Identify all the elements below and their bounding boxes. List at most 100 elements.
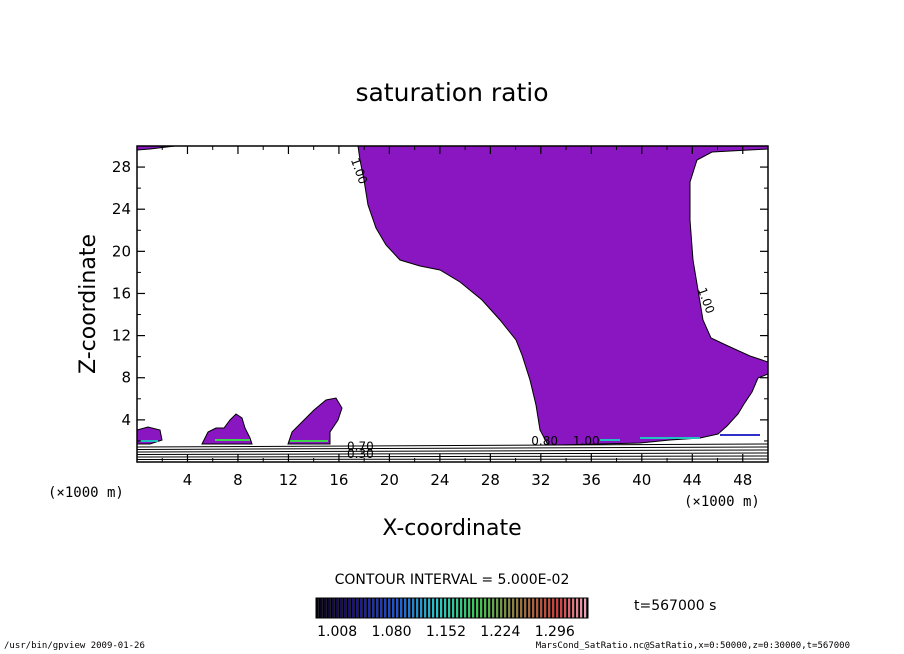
colorbar-swatch-gap	[518, 598, 520, 618]
colorbar-swatch	[408, 598, 411, 618]
colorbar-swatch-gap	[538, 598, 540, 618]
colorbar-swatch	[504, 598, 507, 618]
colorbar-swatch-gap	[414, 598, 416, 618]
colorbar-swatch	[400, 598, 403, 618]
colorbar-swatch-gap	[490, 598, 492, 618]
colorbar-frame	[315, 597, 589, 619]
colorbar-ticks: 1.008 1.080 1.152 1.224 1.296	[317, 624, 575, 640]
colorbar-swatch-gap	[446, 598, 448, 618]
colorbar-swatch-gap	[506, 598, 508, 618]
colorbar-swatch-gap	[458, 598, 460, 618]
x-tick-label: 16	[329, 471, 348, 489]
contour-label: 0.30	[347, 447, 374, 461]
colorbar-swatch	[404, 598, 407, 618]
colorbar-swatch	[492, 598, 495, 618]
colorbar-swatch	[528, 598, 531, 618]
colorbar-swatch	[472, 598, 475, 618]
colorbar-swatch	[336, 598, 339, 618]
colorbar-swatch	[448, 598, 451, 618]
plot-area	[137, 146, 768, 460]
colorbar-swatch-gap	[494, 598, 496, 618]
colorbar-swatch	[576, 598, 579, 618]
x-tick-label: 32	[531, 471, 550, 489]
colorbar-swatch-gap	[394, 598, 396, 618]
colorbar-swatch-gap	[450, 598, 452, 618]
contour-label: 0.70	[347, 439, 374, 453]
colorbar-swatch-gap	[470, 598, 472, 618]
colorbar-swatch	[396, 598, 399, 618]
y-tick-label: 28	[112, 158, 131, 176]
x-axis-label: X-coordinate	[382, 516, 521, 541]
colorbar-swatch-gap	[334, 598, 336, 618]
colorbar-swatch	[552, 598, 555, 618]
colorbar-swatch	[428, 598, 431, 618]
colorbar-swatch-gap	[582, 598, 584, 618]
colorbar-swatch	[384, 598, 387, 618]
x-tick-label: 28	[481, 471, 500, 489]
colorbar-swatch	[488, 598, 491, 618]
colorbar-swatch-gap	[402, 598, 404, 618]
colorbar-swatch-gap	[418, 598, 420, 618]
colorbar-swatch-gap	[570, 598, 572, 618]
colorbar-swatch	[340, 598, 343, 618]
saturated-blob-1	[137, 426, 163, 445]
colorbar-swatch	[324, 598, 327, 618]
colorbar-swatch	[412, 598, 415, 618]
colorbar-swatch-gap	[354, 598, 356, 618]
contour-label: 1.00	[573, 434, 600, 448]
colorbar-swatch	[436, 598, 439, 618]
time-label: t=567000 s	[634, 598, 716, 614]
footer-command: /usr/bin/gpview 2009-01-26	[4, 641, 145, 651]
x-tick-label: 36	[582, 471, 601, 489]
colorbar-swatch-gap	[550, 598, 552, 618]
colorbar-swatch	[416, 598, 419, 618]
colorbar-swatch-gap	[378, 598, 380, 618]
colored-band-contours	[140, 434, 760, 442]
colorbar-swatch	[352, 598, 355, 618]
colorbar-swatch	[444, 598, 447, 618]
colorbar-swatch-gap	[358, 598, 360, 618]
colorbar-swatch	[420, 598, 423, 618]
colorbar-swatch	[568, 598, 571, 618]
colorbar-swatch-gap	[514, 598, 516, 618]
x-tick-label: 48	[733, 471, 752, 489]
colorbar-tick-label: 1.080	[372, 624, 412, 640]
colorbar-swatch-gap	[466, 598, 468, 618]
colorbar-swatch	[360, 598, 363, 618]
colorbar-swatch-gap	[398, 598, 400, 618]
colorbar-swatch	[328, 598, 331, 618]
contour-interval: CONTOUR INTERVAL = 5.000E-02	[335, 572, 570, 588]
colorbar-swatch	[476, 598, 479, 618]
x-tick-label: 4	[183, 471, 193, 489]
colorbar-swatch-gap	[390, 598, 392, 618]
y-axis: 4 8 12 16 20 24 28	[112, 158, 768, 442]
colorbar-swatch	[496, 598, 499, 618]
colorbar-swatch	[460, 598, 463, 618]
y-tick-label: 16	[112, 284, 131, 302]
colorbar-swatch-gap	[578, 598, 580, 618]
colorbar-swatch-gap	[366, 598, 368, 618]
saturated-blob-3	[287, 397, 343, 445]
colorbar-swatch-gap	[338, 598, 340, 618]
colorbar-swatch	[532, 598, 535, 618]
colorbar-swatch-gap	[370, 598, 372, 618]
colorbar-swatch-gap	[586, 598, 588, 618]
colorbar-swatch-gap	[454, 598, 456, 618]
colorbar-swatch-gap	[442, 598, 444, 618]
colorbar-swatch	[556, 598, 559, 618]
x-tick-label: 12	[279, 471, 298, 489]
colorbar-swatch-gap	[346, 598, 348, 618]
colorbar-swatch	[524, 598, 527, 618]
colorbar-swatch-gap	[322, 598, 324, 618]
x-unit-right: (×1000 m)	[684, 494, 760, 510]
colorbar-swatch-gap	[462, 598, 464, 618]
colorbar-swatch-gap	[330, 598, 332, 618]
colorbar-swatch-gap	[350, 598, 352, 618]
y-tick-label: 20	[112, 242, 131, 260]
colorbar-swatch-gap	[438, 598, 440, 618]
colorbar-swatch	[376, 598, 379, 618]
colorbar-swatch-gap	[482, 598, 484, 618]
colorbar-swatch	[320, 598, 323, 618]
colorbar-swatch-gap	[430, 598, 432, 618]
colorbar-swatch	[516, 598, 519, 618]
